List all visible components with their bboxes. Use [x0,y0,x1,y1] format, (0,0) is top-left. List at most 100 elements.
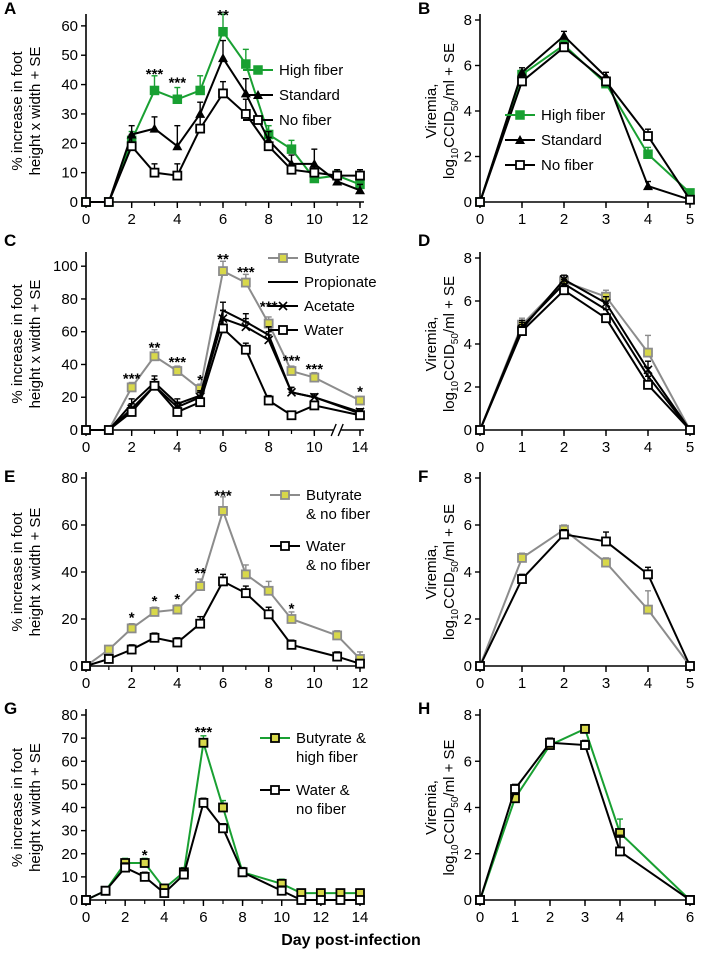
y-tick-label: 8 [464,470,472,487]
x-tick-label: 6 [686,909,694,926]
data-point [643,181,653,191]
y-tick-label: 60 [61,18,78,35]
y-axis-label: % increase in footheight x width + SE [9,280,44,409]
legend-label: Standard [279,87,340,104]
significance-mark: * [357,384,363,401]
data-point [264,335,274,345]
legend-label: Propionate [304,274,377,291]
data-point [172,141,183,151]
data-point [475,425,485,435]
data-point [332,630,343,641]
x-tick-label: 2 [121,909,129,926]
significance-mark: * [174,591,180,608]
data-point [286,164,297,175]
significance-mark: *** [306,361,324,378]
data-point [355,658,365,669]
x-tick-label: 2 [560,439,568,456]
series-line [479,288,691,431]
data-point [81,197,91,207]
panel-letter: A [4,0,16,18]
data-point [615,846,625,857]
data-point [685,895,695,905]
significance-mark: *** [260,299,278,316]
significance-mark: * [289,600,295,617]
y-tick-label: 6 [464,58,472,75]
legend-label: No fiber [279,112,332,129]
x-tick-label: 10 [306,211,323,228]
x-tick-label: 0 [476,211,484,228]
data-point [126,623,137,634]
x-tick-label: 6 [219,211,227,228]
series-butyrate---no-fiber [475,524,695,671]
axis-break [330,423,337,437]
data-point [355,395,365,406]
y-tick-label: 60 [61,753,78,770]
data-point [286,387,297,397]
panel-letter: B [418,0,430,18]
series-line [479,741,691,901]
x-tick-label: 3 [602,439,610,456]
data-point [195,397,206,408]
data-point [517,76,527,87]
data-point [601,76,611,87]
x-tick-label: 8 [264,211,272,228]
legend-marker [515,160,525,170]
significance-mark: * [142,847,148,864]
x-tick-label: 3 [602,675,610,692]
data-point [510,784,520,794]
panel-G: G % increase in footheight x width + SE 0 1… [4,699,368,926]
data-point [545,737,555,748]
y-tick-label: 0 [70,422,78,439]
significance-mark: ** [217,251,229,268]
x-tick-label: 5 [686,439,694,456]
legend-label: Butyrate [304,250,360,267]
series-line [479,34,691,203]
legend-marker [253,115,263,125]
panel-E: E % increase in footheight x width + SE 0 2… [4,467,370,692]
panel-letter: H [418,699,430,718]
y-tick-label: 60 [61,517,78,534]
data-point [126,407,137,417]
y-tick-label: 20 [61,846,78,863]
data-point [120,862,131,873]
data-point [332,170,343,181]
data-point [172,407,183,417]
y-tick-label: 30 [61,823,78,840]
series-water---no-fiber [81,797,365,905]
legend: Butyrate & high fiber Water & no fiber [260,730,366,818]
y-tick-label: 8 [464,707,472,724]
data-point [332,176,343,186]
data-point [178,869,189,880]
series-no-fiber [475,42,695,207]
legend-marker [253,90,263,99]
data-point [685,194,695,205]
x-tick-label: 10 [306,439,323,456]
data-point [475,197,485,207]
x-tick-label: 12 [352,675,369,692]
y-tick-label: 0 [70,658,78,675]
y-tick-label: 4 [464,336,472,353]
series-line [479,727,691,901]
y-tick-label: 6 [464,293,472,310]
series-no-fiber [81,80,365,207]
x-tick-label: 2 [546,909,554,926]
x-tick-label: 6 [219,675,227,692]
data-point [198,737,209,748]
significance-mark: *** [283,353,301,370]
data-point [195,618,206,629]
data-point [195,85,205,96]
data-point [559,42,569,53]
legend-label: Standard [541,132,602,149]
data-point [218,26,228,37]
x-tick-label: 2 [560,211,568,228]
data-point [103,197,114,207]
y-tick-label: 40 [61,800,78,817]
y-tick-label: 8 [464,250,472,267]
y-tick-label: 0 [464,658,472,675]
data-point [81,425,91,435]
significance-mark: ** [149,339,161,356]
y-tick-label: 4 [464,103,472,120]
data-point [643,604,653,615]
